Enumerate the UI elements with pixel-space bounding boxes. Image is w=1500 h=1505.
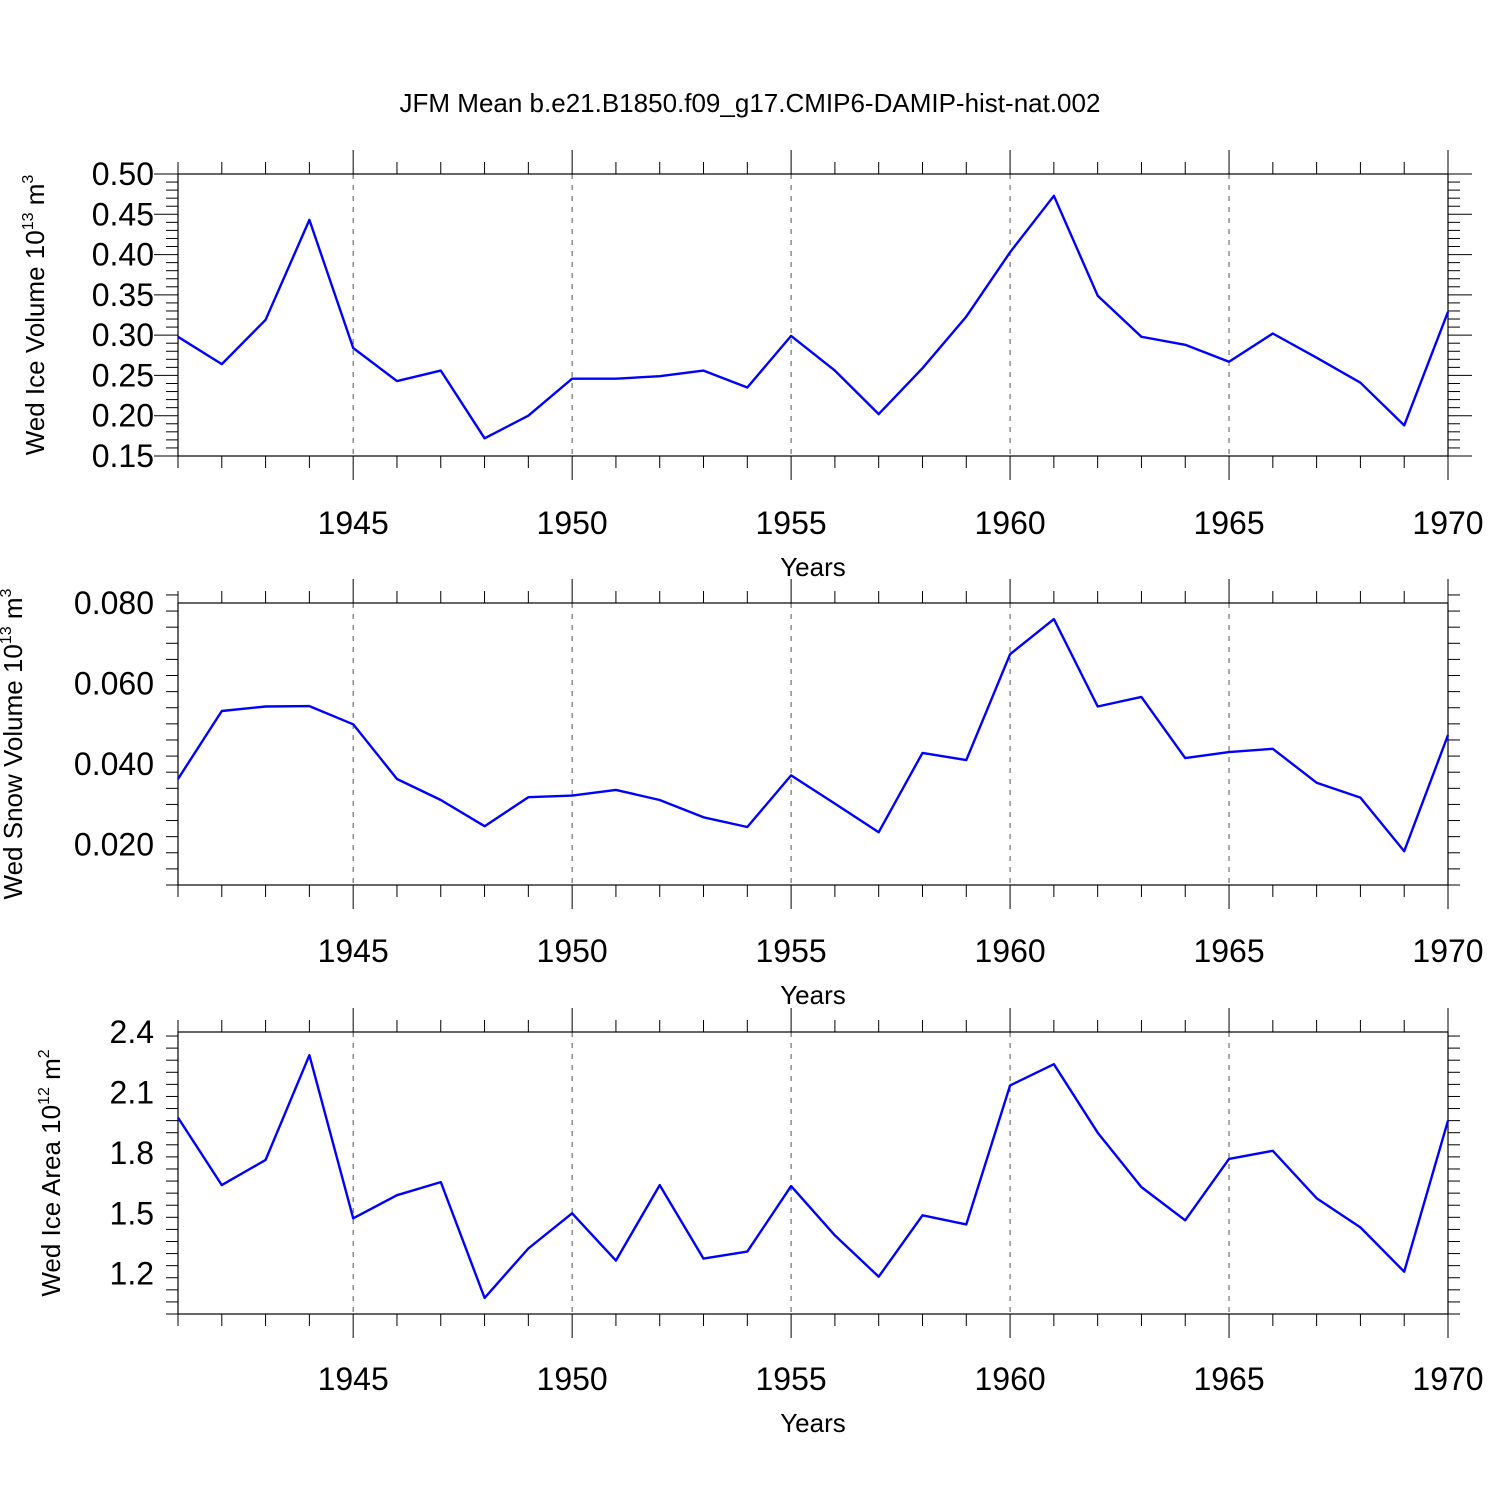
y-axis-label-text: m [36, 1058, 66, 1087]
series-line [177, 194, 1450, 440]
x-axis-label: Years [780, 1408, 846, 1438]
y-axis-label-superscript: 13 [20, 212, 37, 230]
chart-title: JFM Mean b.e21.B1850.f09_g17.CMIP6-DAMIP… [400, 88, 1101, 118]
y-axis-label-text: m [0, 597, 28, 626]
x-tick-label: 1965 [1193, 505, 1264, 541]
x-tick-label: 1945 [318, 505, 389, 541]
y-tick-label: 0.20 [92, 398, 154, 434]
y-axis-label: Wed Snow Volume 1013 m3 [0, 588, 28, 899]
y-tick-label: 0.35 [92, 277, 154, 313]
x-tick-label: 1960 [974, 933, 1045, 969]
y-tick-label: 0.45 [92, 196, 154, 232]
y-tick-label: 0.30 [92, 317, 154, 353]
chart-panel-1: 0.15 0.20 0.25 0.30 0.35 0.40 0.45 0.50 1945 1950… [20, 150, 1484, 582]
y-axis-label-text: m [20, 184, 50, 213]
series-line [176, 617, 1450, 853]
y-tick-label: 0.25 [92, 357, 154, 393]
y-axis-label-superscript: 2 [36, 1049, 53, 1058]
y-tick-label: 0.15 [92, 438, 154, 474]
y-axis-label-superscript: 13 [0, 626, 15, 644]
chart-panel-3: 1.2 1.5 1.8 2.1 2.4 1945 1950 1955 1960 1965 1970 Y… [36, 1008, 1484, 1438]
x-tick-label: 1970 [1412, 933, 1483, 969]
x-axis-label: Years [780, 552, 846, 582]
y-tick-label: 0.020 [74, 827, 154, 863]
x-tick-label: 1960 [974, 1361, 1045, 1397]
series-line [176, 1053, 1450, 1300]
x-tick-label: 1955 [756, 933, 827, 969]
plot-frame [177, 1031, 1449, 1315]
y-tick-label: 1.2 [110, 1256, 154, 1292]
y-tick-label: 0.060 [74, 666, 154, 702]
y-tick-label: 1.8 [110, 1135, 154, 1171]
y-tick-label: 0.040 [74, 746, 154, 782]
x-tick-label: 1965 [1193, 933, 1264, 969]
y-tick-label: 1.5 [110, 1195, 154, 1231]
y-tick-label: 0.080 [74, 585, 154, 621]
x-tick-label: 1965 [1193, 1361, 1264, 1397]
y-tick-label: 2.1 [110, 1074, 154, 1110]
plot-frame [177, 602, 1449, 886]
y-axis-label-superscript: 3 [0, 588, 15, 597]
y-axis-label-superscript: 12 [36, 1087, 53, 1105]
y-axis-label-text: Wed Ice Area 10 [36, 1105, 66, 1297]
y-tick-label: 0.50 [92, 156, 154, 192]
panels-group: 0.15 0.20 0.25 0.30 0.35 0.40 0.45 0.50 1945 1950… [0, 150, 1484, 1438]
x-tick-label: 1960 [974, 505, 1045, 541]
x-tick-label: 1955 [756, 505, 827, 541]
y-axis-label: Wed Ice Area 1012 m2 [36, 1049, 66, 1296]
y-tick-label: 0.40 [92, 237, 154, 273]
chart-panel-2: 0.020 0.040 0.060 0.080 1945 1950 1955 1960 1965… [0, 579, 1484, 1010]
x-tick-label: 1970 [1412, 1361, 1483, 1397]
x-tick-label: 1950 [537, 933, 608, 969]
x-tick-label: 1970 [1412, 505, 1483, 541]
x-tick-label: 1950 [537, 1361, 608, 1397]
x-tick-label: 1945 [318, 1361, 389, 1397]
plot-frame [177, 173, 1449, 457]
x-tick-label: 1955 [756, 1361, 827, 1397]
x-tick-label: 1945 [318, 933, 389, 969]
x-axis-label: Years [780, 980, 846, 1010]
y-axis-label-superscript: 3 [20, 175, 37, 184]
x-tick-label: 1950 [537, 505, 608, 541]
y-axis-label: Wed Ice Volume 1013 m3 [20, 175, 50, 456]
y-axis-label-text: Wed Snow Volume 10 [0, 644, 28, 899]
y-tick-label: 2.4 [110, 1014, 154, 1050]
y-axis-label-text: Wed Ice Volume 10 [20, 230, 50, 455]
